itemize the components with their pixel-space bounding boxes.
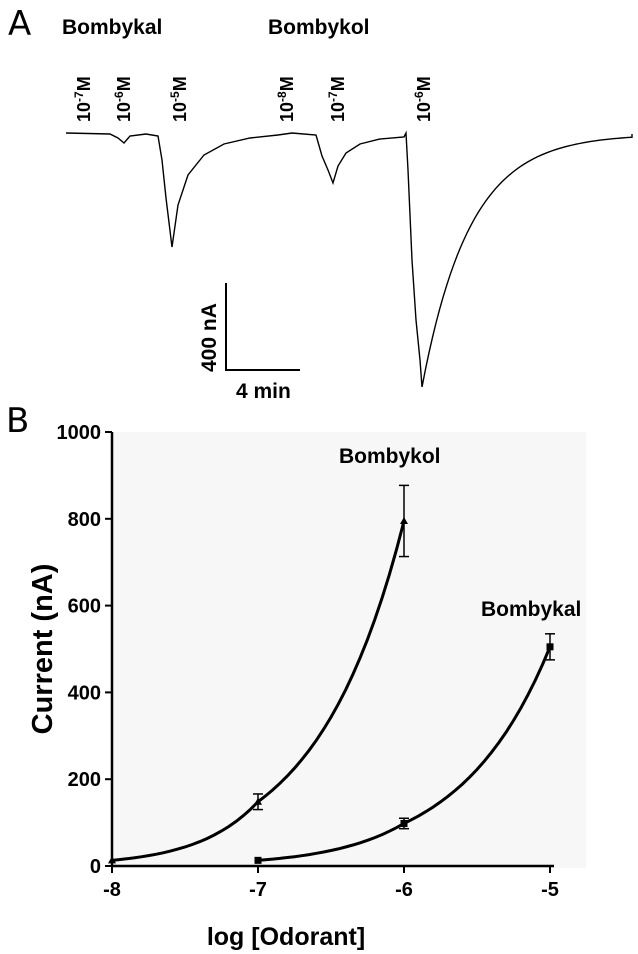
series-label-bombykal: Bombykal xyxy=(481,598,581,621)
x-axis-label: log [Odorant] xyxy=(207,923,365,951)
concentration-exponent: -6 xyxy=(412,91,426,102)
x-tick-label: -5 xyxy=(541,879,559,901)
y-tick-label: 1000 xyxy=(57,422,102,444)
concentration-unit: M xyxy=(414,76,434,91)
concentration-label: 10-7M xyxy=(72,76,94,122)
concentration-exponent: -6 xyxy=(112,91,126,102)
compound-label-bombykal: Bombykal xyxy=(62,16,162,39)
concentration-unit: M xyxy=(328,76,348,91)
panel-a-letter: A xyxy=(8,4,31,44)
y-tick-label: 800 xyxy=(68,509,101,531)
x-tick-label: -8 xyxy=(103,879,121,901)
concentration-label: 10-6M xyxy=(412,76,434,122)
series-layer xyxy=(108,484,555,864)
concentration-base: 10 xyxy=(277,102,297,122)
concentration-label: 10-7M xyxy=(326,76,348,122)
scale-bar: 400 nA 4 min xyxy=(198,283,300,403)
data-point-bombykal xyxy=(546,643,554,651)
concentration-exponent: -8 xyxy=(275,91,289,102)
concentration-label: 10-6M xyxy=(112,76,134,122)
y-tick-label: 0 xyxy=(90,856,101,878)
plot-area xyxy=(112,432,586,868)
panel-b-letter: B xyxy=(6,401,29,441)
scale-bar-time-label: 4 min xyxy=(236,380,291,403)
concentration-exponent: -7 xyxy=(326,91,340,102)
concentration-unit: M xyxy=(277,76,297,91)
concentration-unit: M xyxy=(170,76,190,91)
x-tick-label: -6 xyxy=(395,879,413,901)
concentration-exponent: -5 xyxy=(168,91,182,102)
axes: 0 200 400 600 800 1000 -8 -7 -6 -5 xyxy=(57,422,559,901)
concentration-unit: M xyxy=(74,76,94,91)
x-tick-label: -7 xyxy=(249,879,267,901)
series-label-bombykol: Bombykol xyxy=(339,445,441,468)
concentration-unit: M xyxy=(114,76,134,91)
concentration-base: 10 xyxy=(414,102,434,122)
concentration-base: 10 xyxy=(170,102,190,122)
concentration-base: 10 xyxy=(74,102,94,122)
concentration-base: 10 xyxy=(114,102,134,122)
y-tick-label: 400 xyxy=(68,682,101,704)
data-point-bombykal xyxy=(254,856,262,864)
data-point-bombykal xyxy=(400,819,408,827)
concentration-base: 10 xyxy=(328,102,348,122)
compound-label-bombykol: Bombykol xyxy=(268,16,370,39)
data-point-bombykol xyxy=(400,516,408,524)
concentration-exponent: -7 xyxy=(72,91,86,102)
current-trace xyxy=(65,130,633,388)
concentration-label: 10-5M xyxy=(168,76,190,122)
concentration-label: 10-8M xyxy=(275,76,297,122)
y-tick-label: 200 xyxy=(68,769,101,791)
y-tick-label: 600 xyxy=(68,596,101,618)
data-point-bombykol xyxy=(254,797,262,805)
data-point-bombykol xyxy=(108,856,116,864)
y-axis-label: Current (nA) xyxy=(27,564,59,735)
scale-bar-current-label: 400 nA xyxy=(198,303,221,372)
